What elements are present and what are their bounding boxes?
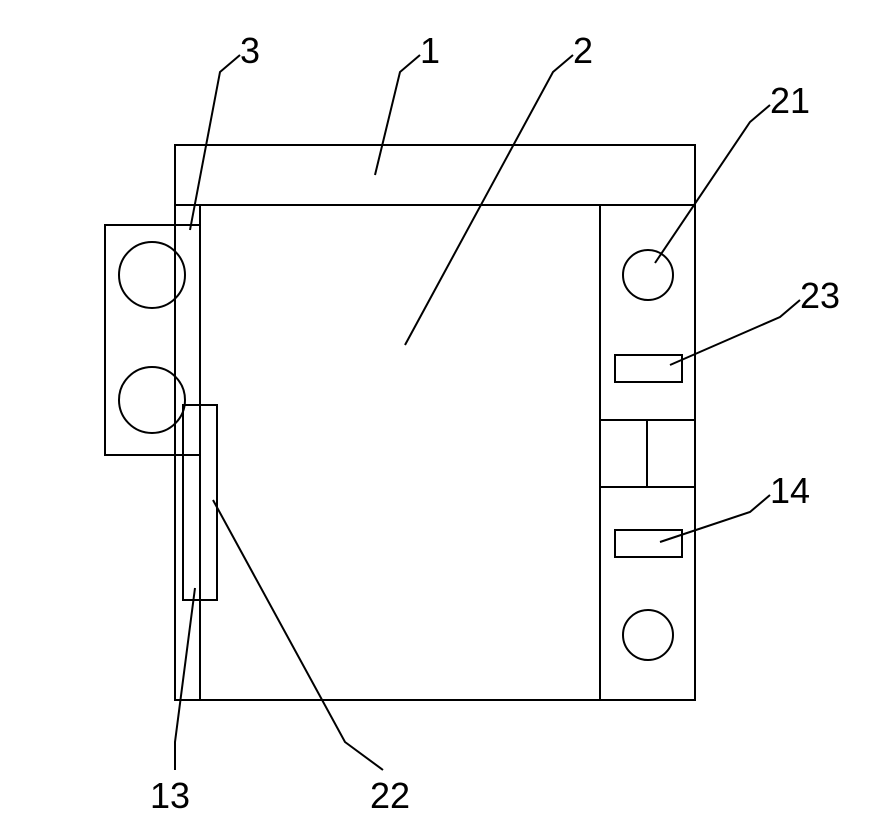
leader-l3: [190, 55, 240, 230]
shape-circ_rt: [623, 250, 673, 300]
leader-l23: [670, 300, 800, 365]
shape-mid_box_l: [600, 420, 647, 487]
label-l21: 21: [770, 80, 810, 122]
label-l2: 2: [573, 30, 593, 72]
shape-top_strip: [175, 145, 695, 205]
label-l1: 1: [420, 30, 440, 72]
shape-circ_rb: [623, 610, 673, 660]
label-l13: 13: [150, 775, 190, 817]
label-l22: 22: [370, 775, 410, 817]
shape-mid_box_r: [647, 420, 695, 487]
technical-diagram: 1231314212223: [0, 0, 878, 830]
leader-l22: [213, 500, 383, 770]
leader-l13: [175, 588, 195, 770]
label-l14: 14: [770, 470, 810, 512]
shape-slot_bot: [615, 530, 682, 557]
diagram-svg: [0, 0, 878, 830]
shape-main_body: [200, 205, 695, 700]
shape-left_block: [105, 225, 200, 455]
leader-l2: [405, 55, 573, 345]
leader-l14: [660, 495, 770, 542]
label-l3: 3: [240, 30, 260, 72]
shape-slot_top: [615, 355, 682, 382]
leader-l1: [375, 55, 420, 175]
label-l23: 23: [800, 275, 840, 317]
shape-outer_box: [175, 145, 695, 700]
leader-l21: [655, 105, 770, 263]
